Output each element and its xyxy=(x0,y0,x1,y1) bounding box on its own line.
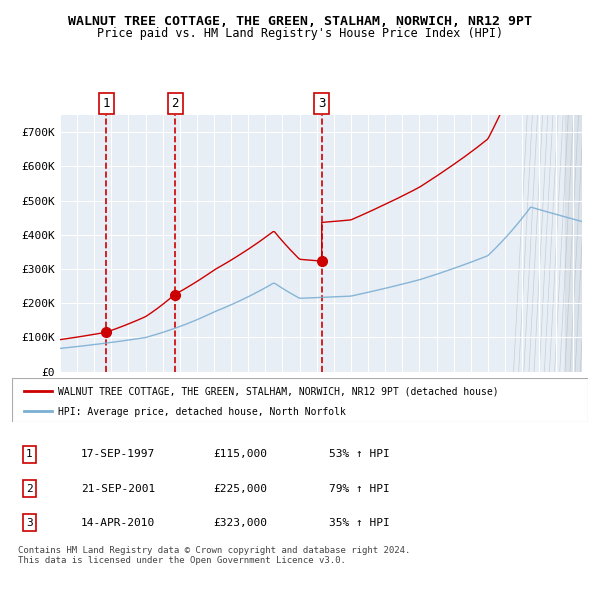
Text: £323,000: £323,000 xyxy=(214,518,268,527)
Polygon shape xyxy=(565,115,582,372)
Text: 79% ↑ HPI: 79% ↑ HPI xyxy=(329,484,389,493)
Text: 1: 1 xyxy=(26,450,32,459)
Text: 2: 2 xyxy=(26,484,32,493)
Text: 1: 1 xyxy=(103,97,110,110)
Text: WALNUT TREE COTTAGE, THE GREEN, STALHAM, NORWICH, NR12 9PT (detached house): WALNUT TREE COTTAGE, THE GREEN, STALHAM,… xyxy=(58,387,499,396)
Text: 21-SEP-2001: 21-SEP-2001 xyxy=(81,484,155,493)
Text: 2: 2 xyxy=(171,97,179,110)
FancyBboxPatch shape xyxy=(12,378,588,422)
Text: £115,000: £115,000 xyxy=(214,450,268,459)
Text: 14-APR-2010: 14-APR-2010 xyxy=(81,518,155,527)
Text: Price paid vs. HM Land Registry's House Price Index (HPI): Price paid vs. HM Land Registry's House … xyxy=(97,27,503,40)
Text: 35% ↑ HPI: 35% ↑ HPI xyxy=(329,518,389,527)
Text: HPI: Average price, detached house, North Norfolk: HPI: Average price, detached house, Nort… xyxy=(58,407,346,417)
Text: WALNUT TREE COTTAGE, THE GREEN, STALHAM, NORWICH, NR12 9PT: WALNUT TREE COTTAGE, THE GREEN, STALHAM,… xyxy=(68,15,532,28)
Text: Contains HM Land Registry data © Crown copyright and database right 2024.
This d: Contains HM Land Registry data © Crown c… xyxy=(18,546,410,565)
Text: 3: 3 xyxy=(26,518,32,527)
Text: £225,000: £225,000 xyxy=(214,484,268,493)
Text: 17-SEP-1997: 17-SEP-1997 xyxy=(81,450,155,459)
Text: 3: 3 xyxy=(318,97,325,110)
Text: 53% ↑ HPI: 53% ↑ HPI xyxy=(329,450,389,459)
